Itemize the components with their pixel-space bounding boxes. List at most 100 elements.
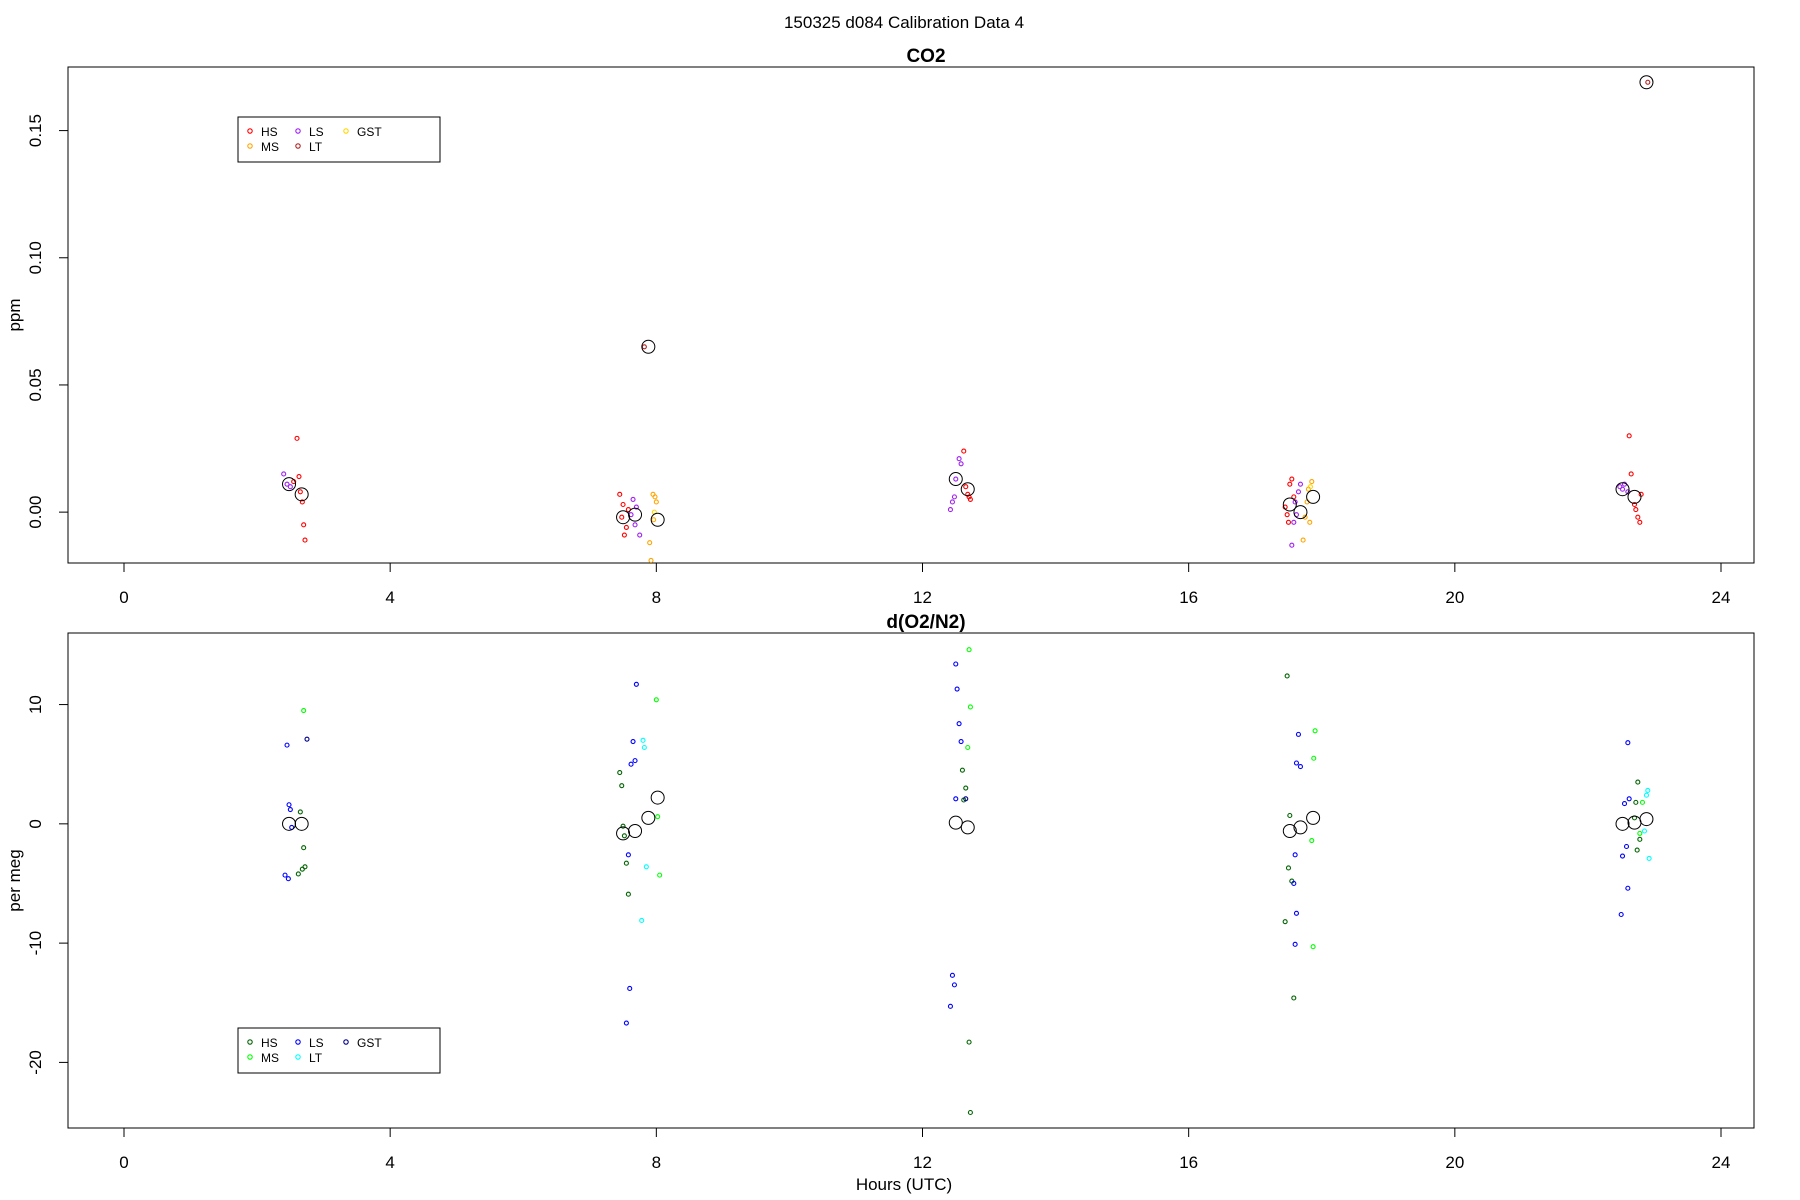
x-tick-label: 8: [652, 1153, 661, 1172]
data-point: [296, 473, 302, 480]
data-point: [284, 742, 290, 748]
x-tick-label: 24: [1712, 588, 1731, 607]
data-point: [966, 647, 972, 653]
series-ms: [301, 647, 1646, 950]
data-point: [621, 833, 627, 839]
data-point: [301, 707, 307, 714]
y-tick-label: 0.05: [26, 368, 45, 401]
y-tick-label: -20: [26, 1050, 45, 1075]
data-point: [639, 917, 645, 924]
data-point: [287, 484, 293, 490]
legend-marker: [247, 1054, 253, 1060]
data-point: [284, 481, 290, 487]
legend-label: LS: [309, 125, 324, 139]
data-point: [1307, 484, 1313, 490]
data-point: [949, 972, 955, 978]
legend-marker: [295, 1054, 301, 1060]
data-point: [1645, 787, 1651, 793]
mean-marker: [282, 477, 297, 492]
data-point: [953, 796, 959, 802]
data-point: [623, 524, 629, 530]
data-point: [657, 872, 663, 878]
data-point: [1633, 799, 1639, 805]
data-point: [623, 1020, 629, 1026]
x-tick-label: 12: [913, 1153, 932, 1172]
legend-label: LT: [309, 140, 323, 154]
data-point: [1625, 740, 1631, 746]
data-point: [302, 864, 308, 870]
y-tick-label: 10: [26, 695, 45, 714]
data-point: [961, 448, 967, 454]
data-point: [640, 737, 646, 743]
data-point: [953, 476, 959, 482]
data-point: [951, 982, 957, 988]
data-point: [617, 770, 623, 776]
data-point: [301, 845, 307, 851]
panel-title: CO2: [906, 46, 945, 67]
data-point: [619, 514, 625, 520]
legend-label: LT: [309, 1051, 323, 1065]
data-point: [1628, 471, 1634, 477]
data-point: [963, 796, 969, 802]
data-point: [1626, 796, 1632, 802]
x-tick-label: 16: [1179, 588, 1198, 607]
data-point: [295, 871, 301, 877]
data-point: [655, 814, 661, 820]
mean-marker: [948, 815, 963, 830]
data-point: [653, 499, 659, 505]
series-mean: [282, 75, 1654, 527]
legend-marker: [295, 1039, 301, 1045]
data-point: [1637, 836, 1643, 842]
mean-marker: [294, 487, 309, 502]
legend-marker: [247, 1039, 253, 1045]
data-point: [967, 704, 973, 710]
data-point: [1619, 486, 1626, 492]
data-point: [966, 494, 972, 500]
data-point: [294, 435, 300, 441]
data-point: [965, 744, 971, 751]
data-point: [285, 876, 291, 882]
y-tick-label: 0.00: [26, 496, 45, 529]
legend-label: GST: [357, 125, 382, 139]
figure-suptitle: 150325 d084 Calibration Data 4: [784, 13, 1024, 32]
data-point: [1297, 764, 1304, 770]
data-point: [1626, 433, 1632, 439]
legend-label: HS: [261, 125, 278, 139]
data-point: [627, 985, 633, 991]
data-point: [1643, 792, 1650, 798]
data-point: [1309, 479, 1315, 485]
data-point: [1625, 885, 1631, 891]
data-point: [623, 860, 629, 866]
data-point: [1291, 995, 1297, 1001]
data-point: [1618, 911, 1624, 918]
data-point: [965, 491, 971, 497]
data-point: [297, 809, 303, 815]
data-point: [1287, 812, 1293, 819]
data-point: [643, 864, 649, 870]
data-point: [1307, 519, 1313, 525]
data-point: [966, 1039, 972, 1045]
y-axis-label: per meg: [5, 849, 24, 911]
data-point: [304, 736, 310, 742]
data-point: [625, 852, 631, 858]
mean-marker: [1627, 815, 1642, 830]
data-point: [628, 761, 634, 767]
x-tick-label: 0: [119, 1153, 128, 1172]
data-point: [1302, 514, 1308, 520]
panel-title: d(O2/N2): [886, 612, 965, 633]
series-hs: [295, 673, 1643, 1116]
data-point: [956, 456, 962, 462]
mean-marker: [948, 472, 963, 487]
data-point: [1282, 919, 1288, 925]
data-point: [641, 744, 647, 751]
mean-marker: [1293, 505, 1308, 520]
data-point: [1645, 79, 1651, 85]
x-tick-label: 20: [1445, 1153, 1464, 1172]
data-point: [1310, 944, 1316, 950]
data-point: [959, 767, 965, 773]
data-point: [1633, 507, 1639, 513]
data-point: [958, 738, 964, 745]
data-point: [632, 522, 638, 528]
